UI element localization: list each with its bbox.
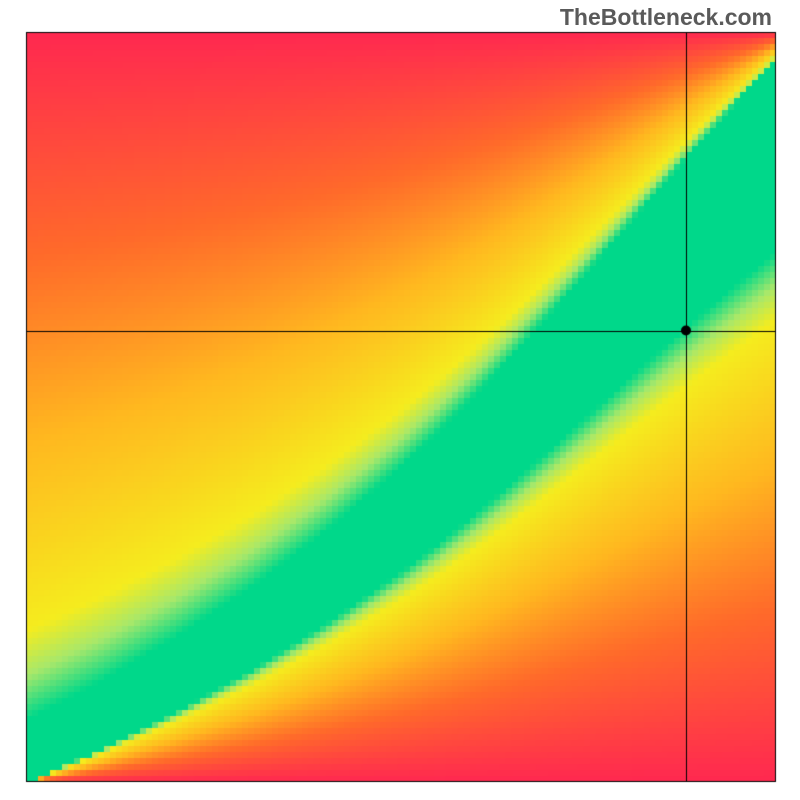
chart-container: TheBottleneck.com [0, 0, 800, 800]
watermark-text: TheBottleneck.com [560, 4, 772, 31]
heatmap-canvas [0, 0, 800, 800]
